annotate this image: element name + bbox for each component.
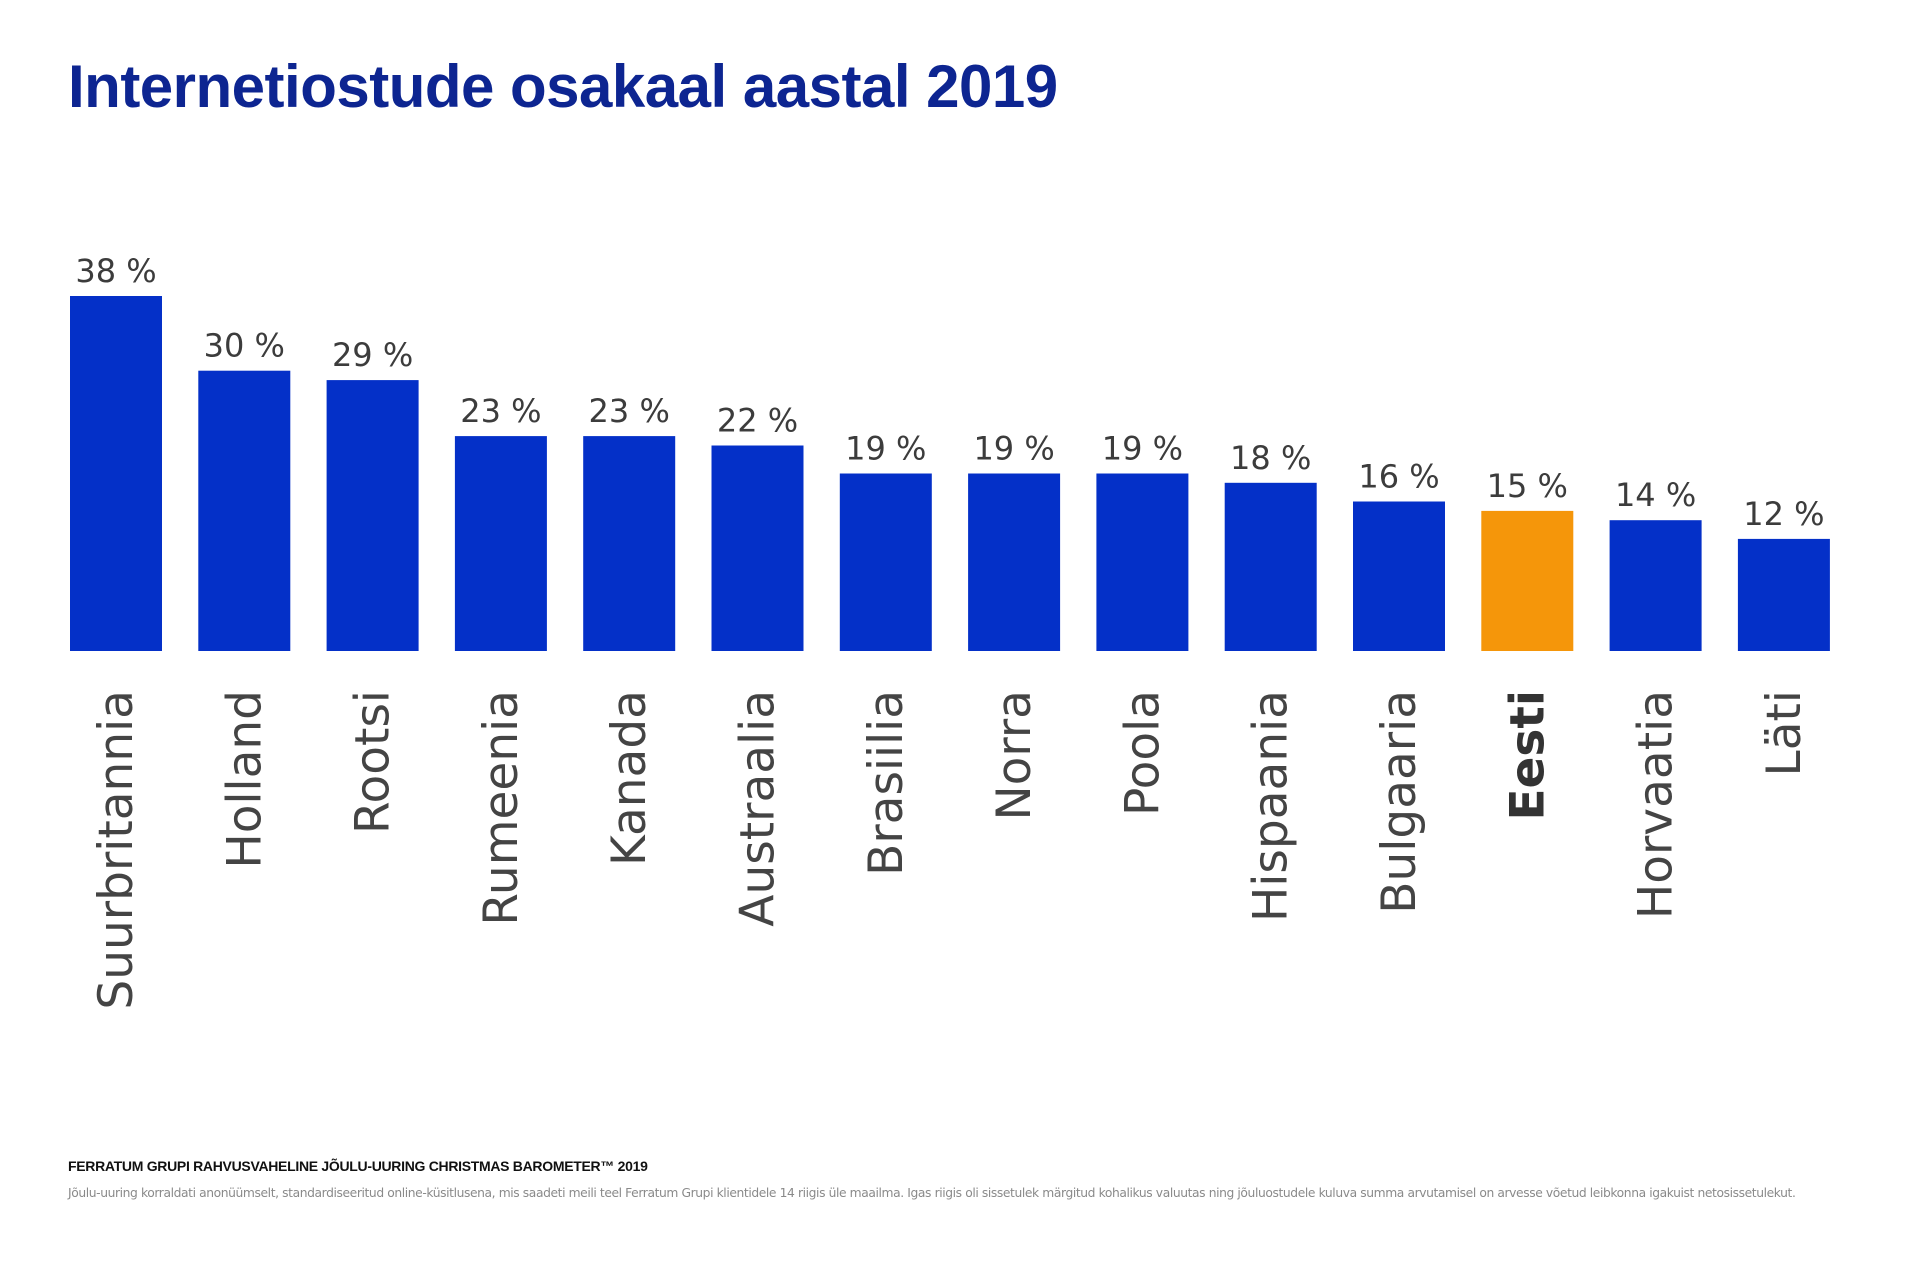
category-label: Läti (1757, 690, 1812, 776)
category-label: Horvaatia (1629, 690, 1684, 919)
value-label: 38 % (75, 252, 156, 290)
value-label: 30 % (204, 327, 285, 365)
value-label: 19 % (1102, 430, 1183, 468)
value-labels-layer: 38 % 30 % 29 % 23 % 23 % 22 % 19 % 19 % 19 % 18 %… (75, 252, 1824, 533)
footer-note: Jõulu-uuring korraldati anonüümselt, sta… (68, 1186, 1796, 1200)
category-label: Eesti (1500, 690, 1555, 821)
bar-kanada (583, 436, 676, 651)
category-label: Kanada (602, 690, 657, 866)
category-label: Rootsi (346, 690, 401, 834)
bar-holland (198, 370, 291, 651)
bar-brasiilia (839, 473, 932, 651)
bar-suurbritannia (70, 296, 162, 651)
value-label: 29 % (332, 336, 413, 374)
value-label: 19 % (845, 430, 926, 468)
bar-bulgaaria (1353, 501, 1445, 651)
category-label: Suurbritannia (89, 690, 144, 1010)
category-label: Hispaania (1244, 690, 1299, 922)
category-label: Bulgaaria (1372, 690, 1427, 914)
category-label: Brasiilia (859, 690, 914, 876)
bar-eesti (1481, 510, 1574, 651)
category-label: Poola (1115, 690, 1170, 816)
bar-norra (968, 473, 1061, 651)
value-label: 14 % (1615, 476, 1696, 514)
value-label: 16 % (1358, 458, 1439, 496)
bar-läti (1737, 538, 1830, 651)
bar-austraalia (711, 445, 804, 651)
category-labels-layer: Suurbritannia Holland Rootsi Rumeenia Kanada… (89, 690, 1812, 1010)
bar-chart: 38 % 30 % 29 % 23 % 23 % 22 % 19 % 19 % 19 % 18 %… (70, 252, 1830, 1010)
value-label: 15 % (1487, 467, 1568, 505)
value-label: 19 % (973, 430, 1054, 468)
category-label: Austraalia (731, 690, 786, 927)
value-label: 23 % (460, 392, 541, 430)
value-label: 23 % (589, 392, 670, 430)
bar-hispaania (1224, 482, 1317, 651)
category-label: Rumeenia (474, 690, 529, 926)
value-label: 12 % (1743, 495, 1824, 533)
bars-layer (70, 296, 1830, 651)
bar-rootsi (326, 380, 419, 651)
chart-title: Internetiostude osakaal aastal 2019 (68, 53, 1058, 120)
value-label: 18 % (1230, 439, 1311, 477)
bar-rumeenia (454, 436, 547, 651)
bar-horvaatia (1609, 520, 1702, 651)
category-label: Holland (217, 690, 272, 869)
bar-poola (1096, 473, 1189, 651)
footer-source: FERRATUM GRUPI RAHVUSVAHELINE JÕULU-UURI… (68, 1158, 648, 1174)
value-label: 22 % (717, 402, 798, 440)
category-label: Norra (987, 690, 1042, 821)
